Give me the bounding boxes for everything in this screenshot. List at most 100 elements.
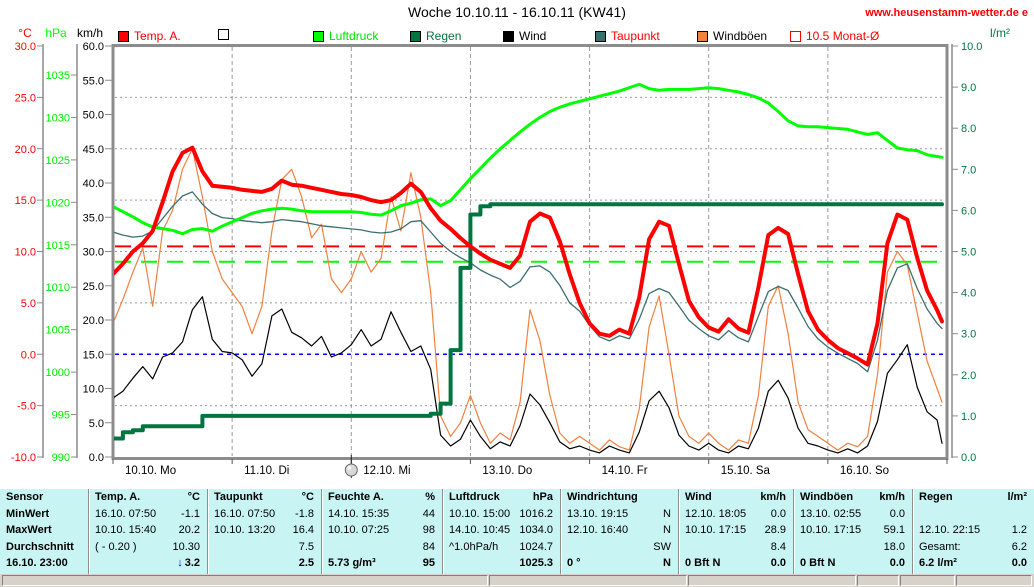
svg-text:-5.0: -5.0	[17, 401, 36, 413]
svg-text:5.0: 5.0	[21, 298, 36, 310]
svg-text:9.0: 9.0	[961, 82, 976, 94]
table-cell: 10.10. 15:40 20.2	[95, 524, 200, 537]
table-cell-current: 1025.3	[519, 557, 553, 570]
table-column-header: Wind km/h	[685, 491, 786, 503]
svg-text:990: 990	[52, 452, 70, 464]
status-pane-6	[956, 575, 1032, 586]
table-cell: ^1.0hPa/h 1024.7	[449, 540, 553, 553]
svg-text:11.10. Di: 11.10. Di	[244, 465, 289, 477]
legend-item-taupunkt: Taupunkt	[595, 29, 660, 43]
legend-swatch-icon	[595, 30, 606, 42]
chart-legend: Temp. A. Luftdruck Regen Wind Taupunkt Windbö…	[0, 29, 1034, 45]
svg-text:6.0: 6.0	[961, 205, 976, 217]
legend-label: Windböen	[713, 29, 768, 43]
chart-cursor-marker[interactable]	[344, 455, 358, 478]
table-column-regen: Regen l/m² 12.10. 22:15 1.2 Gesamt: 6.2 6.2 l/…	[912, 489, 1034, 574]
website-link[interactable]: www.heusenstamm-wetter.de e	[865, 7, 1028, 19]
svg-text:5.0: 5.0	[961, 247, 976, 259]
svg-text:20.0: 20.0	[15, 144, 36, 156]
table-cell: 12.10. 18:05 0.0	[685, 507, 786, 520]
table-cell: 10.10. 15:00 1016.2	[449, 507, 553, 520]
svg-text:60.0: 60.0	[83, 41, 104, 53]
legend-swatch-icon	[313, 30, 324, 42]
luftdruck-series	[114, 82, 944, 236]
table-cell: 18.0	[883, 540, 905, 553]
table-column-taupunkt: Taupunkt °C 16.10. 07:50 -1.8 10.10. 13:20 16…	[207, 489, 321, 574]
legend-swatch-icon	[410, 30, 421, 42]
svg-text:10.0: 10.0	[961, 41, 982, 53]
pressure-axis: 1035 1030 1025 1020 1015 1010 1005 1000 995 990	[46, 44, 78, 464]
wind-axis: 60.0 55.0 50.0 45.0 40.0 35.0 30.0 25.0 20.0 15.0…	[83, 41, 112, 464]
table-cell: 10.10. 17:15 59.1	[800, 524, 905, 537]
table-column-header: Windböen km/h	[800, 491, 905, 503]
legend-swatch-icon	[790, 30, 801, 42]
status-bar	[0, 574, 1034, 587]
table-cell-current: 6.2 l/m² 0.0	[919, 557, 1027, 570]
svg-text:40.0: 40.0	[83, 178, 104, 190]
svg-text:1015: 1015	[46, 240, 70, 252]
svg-text:14.10. Fr: 14.10. Fr	[602, 465, 648, 477]
svg-text:45.0: 45.0	[83, 144, 104, 156]
legend-label: Luftdruck	[329, 29, 379, 43]
temp-axis-unit: °C	[18, 26, 32, 40]
table-column-header: Temp. A. °C	[95, 491, 200, 503]
svg-text:5.0: 5.0	[89, 418, 104, 430]
wind-series	[114, 296, 943, 454]
temp-axis: 30.0 25.0 20.0 15.0 10.0 5.0 0.0 -5.0 -10.0	[11, 41, 44, 464]
table-column-feuchte-a-: Feuchte A.% 14.10. 15:35 44 10.10. 07:25 98 8…	[321, 489, 442, 574]
svg-text:8.0: 8.0	[961, 123, 976, 135]
legend-item-windb-en: Windböen	[697, 29, 767, 43]
table-cell: 14.10. 15:35 44	[328, 507, 435, 520]
svg-text:16.10. So: 16.10. So	[840, 465, 889, 477]
taupunkt-series	[114, 191, 943, 373]
table-cell: 13.10. 02:55 0.0	[800, 507, 905, 520]
table-column-header: Windrichtung	[567, 491, 638, 503]
legend-label: 10.5 Monat-Ø	[806, 29, 880, 43]
status-pane-4	[857, 575, 899, 586]
table-cell-current: ↓ 3.2	[177, 557, 200, 570]
svg-text:2.0: 2.0	[961, 370, 976, 382]
legend-item-temp-a-: Temp. A.	[118, 29, 181, 43]
x-axis-labels: 10.10. Mo 11.10. Di 12.10. Mi 13.10. Do 14.1…	[112, 459, 948, 477]
svg-text:55.0: 55.0	[83, 75, 104, 87]
legend-swatch-icon	[503, 30, 514, 42]
table-cell	[913, 506, 1034, 523]
table-column-luftdruck: Luftdruck hPa 10.10. 15:00 1016.2 14.10. 10:…	[442, 489, 560, 574]
table-column-temp-a-: Temp. A. °C 16.10. 07:50 -1.1 10.10. 15:40 20…	[88, 489, 207, 574]
table-cell: 16.10. 07:50 -1.8	[214, 507, 314, 520]
svg-text:10.0: 10.0	[15, 247, 36, 259]
table-cell: 13.10. 19:15 N	[567, 507, 671, 520]
table-column-header: Regen l/m²	[919, 491, 1027, 503]
svg-text:1000: 1000	[46, 367, 70, 379]
wind-axis-unit: km/h	[77, 26, 103, 40]
svg-text:10.0: 10.0	[83, 384, 104, 396]
table-column-header: Taupunkt °C	[214, 491, 314, 503]
table-cell-current: 0 Bft N 0.0	[685, 557, 786, 570]
table-column-header: Luftdruck hPa	[449, 491, 553, 503]
svg-text:1.0: 1.0	[961, 411, 976, 423]
table-cell-current: 0 Bft N 0.0	[800, 557, 905, 570]
status-pane-2	[489, 575, 687, 586]
svg-text:15.0: 15.0	[15, 195, 36, 207]
legend-item-regen: Regen	[410, 29, 461, 43]
table-cell: 10.10. 07:25 98	[328, 524, 435, 537]
table-cell: 8.4	[770, 540, 786, 553]
trend-down-arrow-icon: ↓	[177, 557, 183, 570]
legend-swatch-icon	[697, 30, 708, 42]
table-cell: 14.10. 10:45 1034.0	[449, 524, 553, 537]
gridlines	[115, 47, 945, 456]
table-row-label: MaxWert	[6, 524, 52, 537]
svg-text:15.10. Sa: 15.10. Sa	[721, 465, 771, 477]
pressure-axis-unit: hPa	[45, 26, 67, 40]
status-pane-3	[688, 575, 856, 586]
svg-text:7.0: 7.0	[961, 164, 976, 176]
svg-text:995: 995	[52, 410, 70, 422]
svg-text:25.0: 25.0	[15, 92, 36, 104]
svg-text:30.0: 30.0	[15, 41, 36, 53]
rain-axis: 10.0 9.0 8.0 7.0 6.0 5.0 4.0 3.0 2.0 1.0 0.0	[951, 41, 982, 464]
table-cell: SW	[653, 540, 671, 553]
svg-text:4.0: 4.0	[961, 288, 976, 300]
page-title: Woche 10.10.11 - 16.10.11 (KW41)	[408, 4, 626, 20]
svg-text:1005: 1005	[46, 325, 70, 337]
